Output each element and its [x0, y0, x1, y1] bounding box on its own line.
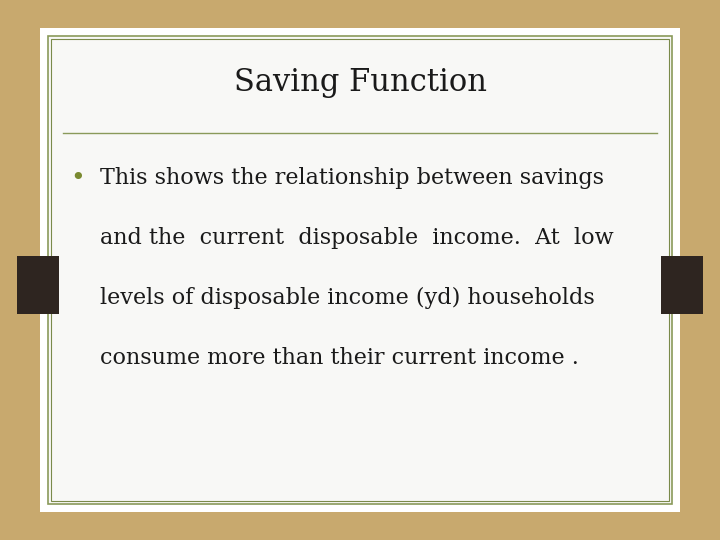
Text: consume more than their current income .: consume more than their current income . [100, 347, 579, 369]
Bar [17, 256, 59, 314]
Bar [48, 36, 672, 504]
Bar [40, 28, 680, 512]
Text: •: • [71, 166, 86, 190]
Text: levels of disposable income (yd) households: levels of disposable income (yd) househo… [100, 287, 595, 309]
Text: and the  current  disposable  income.  At  low: and the current disposable income. At lo… [100, 227, 613, 249]
Bar [661, 256, 703, 314]
Bar [51, 39, 669, 501]
Text: Saving Function: Saving Function [233, 68, 487, 98]
Text: This shows the relationship between savings: This shows the relationship between savi… [100, 167, 604, 189]
